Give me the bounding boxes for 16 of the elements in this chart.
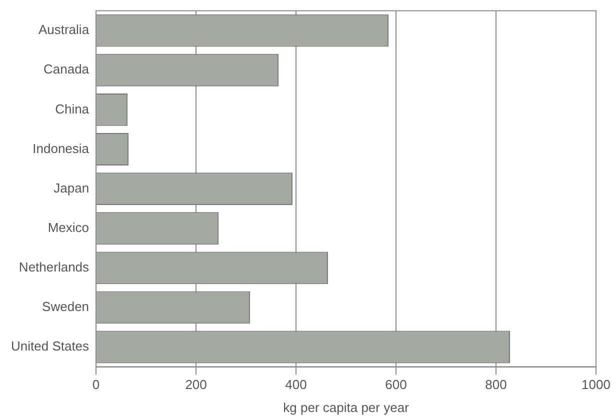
y-tick-label: Australia <box>38 22 90 38</box>
x-tick-label: 200 <box>185 377 207 392</box>
x-tick-label: 800 <box>485 377 507 392</box>
x-tick-label: 600 <box>385 377 407 392</box>
y-tick-label: Mexico <box>48 220 90 235</box>
x-tick-label: 1000 <box>582 377 610 392</box>
x-tick-label: 400 <box>285 377 307 392</box>
y-tick-label: Japan <box>54 180 90 196</box>
y-tick-label: Netherlands <box>18 259 90 274</box>
x-tick-label: 0 <box>92 377 100 392</box>
y-tick-label: Canada <box>44 62 90 77</box>
x-axis-title: kg per capita per year <box>283 400 410 415</box>
y-tick-label: United States <box>11 338 90 354</box>
y-tick-label: Sweden <box>42 299 90 314</box>
y-tick-label: Indonesia <box>32 140 90 156</box>
y-tick-label: China <box>55 101 90 116</box>
